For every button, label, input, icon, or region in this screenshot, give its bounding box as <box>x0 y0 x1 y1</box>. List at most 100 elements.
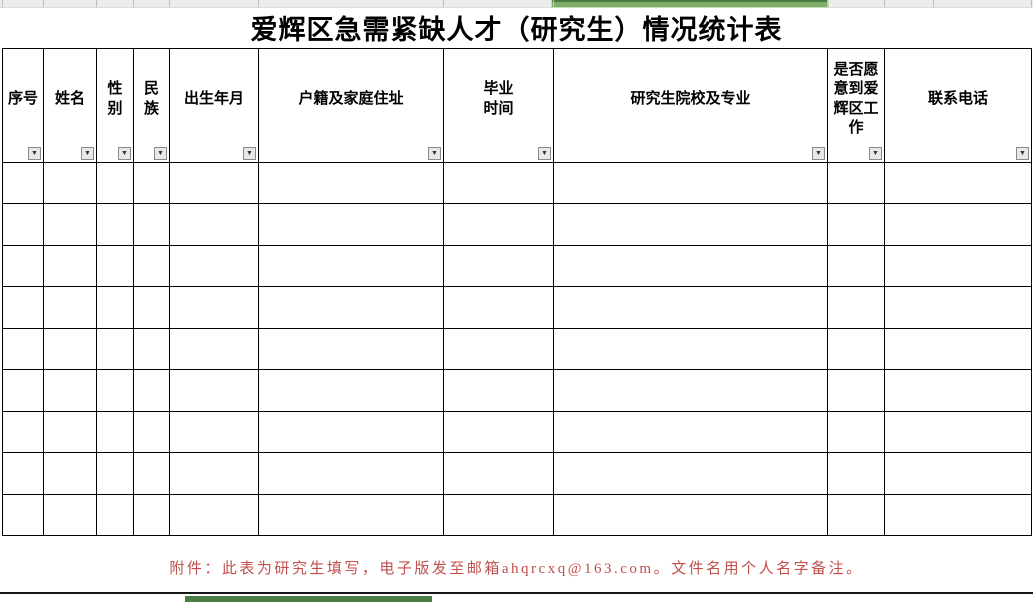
table-cell[interactable] <box>134 163 170 205</box>
table-cell[interactable] <box>444 287 554 329</box>
table-cell[interactable] <box>134 328 170 371</box>
table-cell[interactable] <box>3 204 44 246</box>
table-cell[interactable] <box>259 287 444 329</box>
table-cell[interactable] <box>885 494 1032 536</box>
table-cell[interactable] <box>170 163 259 205</box>
table-cell[interactable] <box>3 411 44 454</box>
table-cell[interactable] <box>885 370 1032 412</box>
table-cell[interactable] <box>97 328 134 371</box>
table-cell[interactable] <box>170 494 259 536</box>
table-cell[interactable] <box>444 494 554 536</box>
table-cell[interactable] <box>97 411 134 454</box>
table-cell[interactable] <box>97 204 134 246</box>
table-cell[interactable] <box>97 494 134 536</box>
table-cell[interactable] <box>828 453 885 495</box>
table-cell[interactable] <box>97 287 134 329</box>
table-cell[interactable] <box>97 370 134 412</box>
table-cell[interactable] <box>885 287 1032 329</box>
table-cell[interactable] <box>444 163 554 205</box>
table-cell[interactable] <box>828 328 885 371</box>
table-cell[interactable] <box>828 411 885 454</box>
filter-dropdown-button[interactable]: ▼ <box>869 147 882 160</box>
filter-dropdown-button[interactable]: ▼ <box>538 147 551 160</box>
table-cell[interactable] <box>828 370 885 412</box>
table-cell[interactable] <box>554 328 828 371</box>
table-cell[interactable] <box>134 287 170 329</box>
table-cell[interactable] <box>444 245 554 288</box>
table-cell[interactable] <box>3 287 44 329</box>
table-cell[interactable] <box>134 453 170 495</box>
table-cell[interactable] <box>134 204 170 246</box>
table-cell[interactable] <box>444 411 554 454</box>
filter-dropdown-button[interactable]: ▼ <box>28 147 41 160</box>
table-cell[interactable] <box>885 411 1032 454</box>
table-cell[interactable] <box>885 204 1032 246</box>
filter-dropdown-button[interactable]: ▼ <box>118 147 131 160</box>
table-cell[interactable] <box>554 287 828 329</box>
table-cell[interactable] <box>44 411 97 454</box>
filter-dropdown-button[interactable]: ▼ <box>81 147 94 160</box>
table-cell[interactable] <box>170 204 259 246</box>
table-cell[interactable] <box>444 370 554 412</box>
table-cell[interactable] <box>828 204 885 246</box>
table-cell[interactable] <box>554 494 828 536</box>
table-cell[interactable] <box>259 494 444 536</box>
table-cell[interactable] <box>259 245 444 288</box>
filter-dropdown-button[interactable]: ▼ <box>1016 147 1029 160</box>
table-cell[interactable] <box>444 453 554 495</box>
table-cell[interactable] <box>134 411 170 454</box>
table-cell[interactable] <box>3 494 44 536</box>
table-cell[interactable] <box>554 411 828 454</box>
table-cell[interactable] <box>828 494 885 536</box>
table-cell[interactable] <box>170 328 259 371</box>
table-cell[interactable] <box>170 453 259 495</box>
table-cell[interactable] <box>97 163 134 205</box>
table-cell[interactable] <box>444 204 554 246</box>
table-cell[interactable] <box>259 328 444 371</box>
table-cell[interactable] <box>134 245 170 288</box>
table-cell[interactable] <box>170 287 259 329</box>
table-cell[interactable] <box>134 370 170 412</box>
table-cell[interactable] <box>554 370 828 412</box>
table-cell[interactable] <box>885 245 1032 288</box>
table-cell[interactable] <box>170 370 259 412</box>
table-cell[interactable] <box>885 453 1032 495</box>
table-cell[interactable] <box>44 163 97 205</box>
table-cell[interactable] <box>259 453 444 495</box>
filter-dropdown-button[interactable]: ▼ <box>154 147 167 160</box>
table-cell[interactable] <box>44 328 97 371</box>
table-cell[interactable] <box>828 287 885 329</box>
table-cell[interactable] <box>444 328 554 371</box>
table-cell[interactable] <box>885 328 1032 371</box>
table-cell[interactable] <box>3 163 44 205</box>
table-cell[interactable] <box>44 245 97 288</box>
table-cell[interactable] <box>554 245 828 288</box>
table-cell[interactable] <box>259 163 444 205</box>
table-cell[interactable] <box>44 494 97 536</box>
table-cell[interactable] <box>3 370 44 412</box>
table-cell[interactable] <box>554 453 828 495</box>
filter-dropdown-button[interactable]: ▼ <box>812 147 825 160</box>
table-cell[interactable] <box>3 328 44 371</box>
table-cell[interactable] <box>134 494 170 536</box>
table-cell[interactable] <box>44 370 97 412</box>
table-cell[interactable] <box>828 245 885 288</box>
filter-dropdown-button[interactable]: ▼ <box>243 147 256 160</box>
filter-dropdown-button[interactable]: ▼ <box>428 147 441 160</box>
table-cell[interactable] <box>170 245 259 288</box>
table-cell[interactable] <box>3 453 44 495</box>
table-cell[interactable] <box>44 453 97 495</box>
table-cell[interactable] <box>828 163 885 205</box>
table-cell[interactable] <box>885 163 1032 205</box>
table-cell[interactable] <box>259 204 444 246</box>
table-cell[interactable] <box>44 204 97 246</box>
table-cell[interactable] <box>259 370 444 412</box>
table-cell[interactable] <box>170 411 259 454</box>
table-cell[interactable] <box>44 287 97 329</box>
table-cell[interactable] <box>554 204 828 246</box>
table-cell[interactable] <box>554 163 828 205</box>
table-cell[interactable] <box>3 245 44 288</box>
table-cell[interactable] <box>97 245 134 288</box>
table-cell[interactable] <box>97 453 134 495</box>
table-cell[interactable] <box>259 411 444 454</box>
